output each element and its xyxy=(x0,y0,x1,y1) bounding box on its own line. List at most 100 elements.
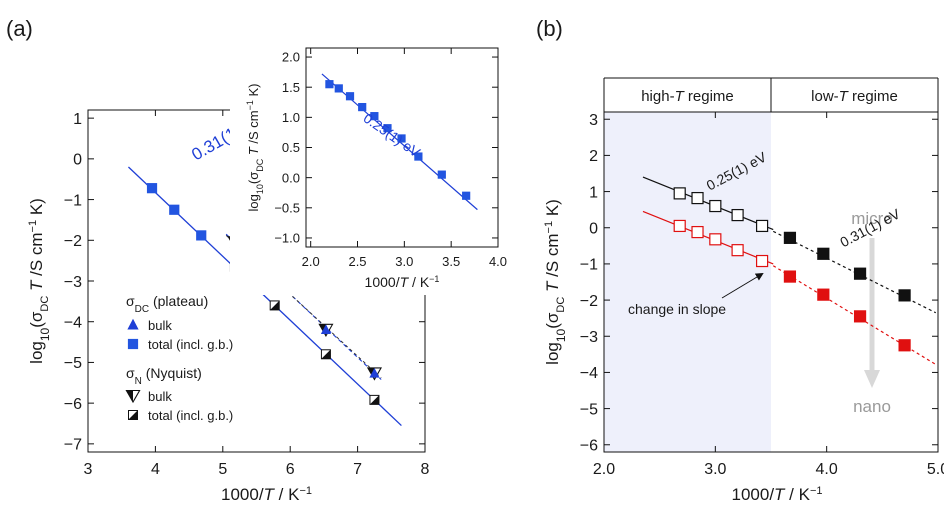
y-tick-label: −2 xyxy=(580,293,598,310)
panel-a-inset: 2.0 2.5 3.0 3.5 4.0 2.0 1.5 1.0 0.5 0.0 −0.5 −1.0 10… xyxy=(230,40,507,295)
point-micro-high xyxy=(731,208,744,222)
inset-background xyxy=(230,40,502,295)
marker-fill xyxy=(270,300,280,310)
y-tick-label: 2 xyxy=(589,148,598,165)
fit-line-nano-high xyxy=(642,210,774,265)
y-tick-label: 0.5 xyxy=(282,140,300,155)
y-tick-label: 1 xyxy=(589,184,598,201)
high-t-shaded-region xyxy=(604,112,771,452)
inset-point xyxy=(437,170,446,179)
point-total-plateau xyxy=(196,230,207,241)
micro-label: micro xyxy=(851,209,893,228)
marker-fill xyxy=(126,390,133,403)
point-nano-low xyxy=(783,270,797,283)
x-tick-label: 4.0 xyxy=(489,254,507,269)
y-tick-label: −1.0 xyxy=(274,231,300,246)
inset-point xyxy=(334,84,343,93)
point-total-plateau xyxy=(146,183,158,194)
legend-marker-bulk-n xyxy=(125,389,141,404)
x-tick-label: 2.5 xyxy=(348,254,366,269)
x-tick-label: 5 xyxy=(218,461,227,478)
plot-frame xyxy=(603,111,939,453)
fit-line-bulk-nyquist xyxy=(225,235,382,379)
x-tick-label: 2.0 xyxy=(593,461,615,478)
y-axis-label: log10(σDC T /S cm−1 K) xyxy=(27,198,52,364)
y-tick-label: 1 xyxy=(73,111,82,128)
marker-fill xyxy=(128,410,138,420)
y-tick-label: 0 xyxy=(73,152,82,169)
y-tick-label: −5 xyxy=(580,401,598,418)
y-tick-label: 2.0 xyxy=(282,50,300,65)
point-total-nyquist xyxy=(320,349,331,360)
panel-label: (b) xyxy=(536,16,563,41)
inset-point xyxy=(462,191,471,200)
legend-label-total-n: total (incl. g.b.) xyxy=(148,408,233,423)
inset-point xyxy=(414,152,423,161)
point-micro-low xyxy=(783,231,797,244)
regime-label-low: low-T regime xyxy=(811,88,898,105)
point-nano-low xyxy=(817,288,830,301)
y-tick-label: −4 xyxy=(64,314,82,331)
change-in-slope-label: change in slope xyxy=(628,301,726,317)
micro-nano-arrow-head xyxy=(864,370,880,388)
point-nano-high xyxy=(755,254,769,268)
x-tick-label: 7 xyxy=(353,461,362,478)
y-tick-label: −7 xyxy=(64,437,82,454)
y-tick-label: 3 xyxy=(589,112,598,129)
point-micro-high xyxy=(755,219,769,233)
y-tick-label: 1.5 xyxy=(282,80,300,95)
point-nano-low xyxy=(853,310,867,323)
y-tick-label: 0.0 xyxy=(282,170,300,185)
panel-b: (b) high-T regime low-T regime 2.0 3.0 4.0 5.0… xyxy=(536,16,944,504)
point-nano-high xyxy=(691,225,704,239)
legend-marker-total-n xyxy=(128,410,138,420)
point-micro-high xyxy=(709,199,722,213)
marker-fill xyxy=(321,349,331,359)
point-total-plateau xyxy=(169,204,180,215)
y-tick-label: −5 xyxy=(64,355,82,372)
y-tick-label: 1.0 xyxy=(282,110,300,125)
x-tick-label: 8 xyxy=(421,461,430,478)
inset-point xyxy=(370,112,379,121)
regime-label-high: high-T regime xyxy=(641,88,734,105)
legend-marker-bulk xyxy=(127,318,139,330)
y-tick-label: −1 xyxy=(64,192,82,209)
x-tick-label: 5.0 xyxy=(927,461,944,478)
point-bulk-plateau xyxy=(320,324,331,335)
marker-fill xyxy=(319,324,326,336)
legend-head-nyquist: σN (Nyquist) xyxy=(126,365,202,387)
legend-label-total: total (incl. g.b.) xyxy=(148,337,233,352)
legend-label-bulk: bulk xyxy=(148,318,172,333)
point-nano-high xyxy=(731,244,744,257)
y-tick-label: 0 xyxy=(589,221,598,238)
inset-x-axis-label: 1000/T / K−1 xyxy=(365,274,440,290)
legend-label-bulk-n: bulk xyxy=(148,389,172,404)
inset-point xyxy=(325,80,334,89)
y-tick-label: −6 xyxy=(580,438,598,455)
fit-line-micro-high xyxy=(642,176,774,231)
x-tick-label: 6 xyxy=(286,461,295,478)
point-micro-low xyxy=(853,267,867,280)
x-tick-label: 3.0 xyxy=(395,254,413,269)
x-tick-label: 3 xyxy=(84,461,93,478)
point-nano-low xyxy=(898,339,911,352)
x-axis-label: 1000/T / K−1 xyxy=(732,485,823,504)
legend-head-plateau: σDC (plateau) xyxy=(126,293,208,315)
y-axis-label: log10(σDC T /S cm−1 K) xyxy=(543,199,568,365)
panel-label: (a) xyxy=(6,16,33,41)
inset-point xyxy=(345,92,355,101)
x-tick-label: 2.0 xyxy=(302,254,320,269)
change-in-slope-arrow xyxy=(721,272,764,299)
inset-point xyxy=(358,102,367,112)
inset-point xyxy=(397,134,406,143)
x-tick-label: 4.0 xyxy=(816,461,838,478)
point-total-nyquist xyxy=(269,300,280,311)
marker-fill xyxy=(369,395,379,405)
point-micro-low xyxy=(898,289,911,302)
legend-marker-total xyxy=(127,338,139,350)
point-nano-high xyxy=(709,233,722,246)
inset-y-axis-label: log10(σDC T /S cm−1 K) xyxy=(245,83,265,211)
x-tick-label: 4 xyxy=(151,461,160,478)
y-tick-label: −3 xyxy=(64,274,82,291)
